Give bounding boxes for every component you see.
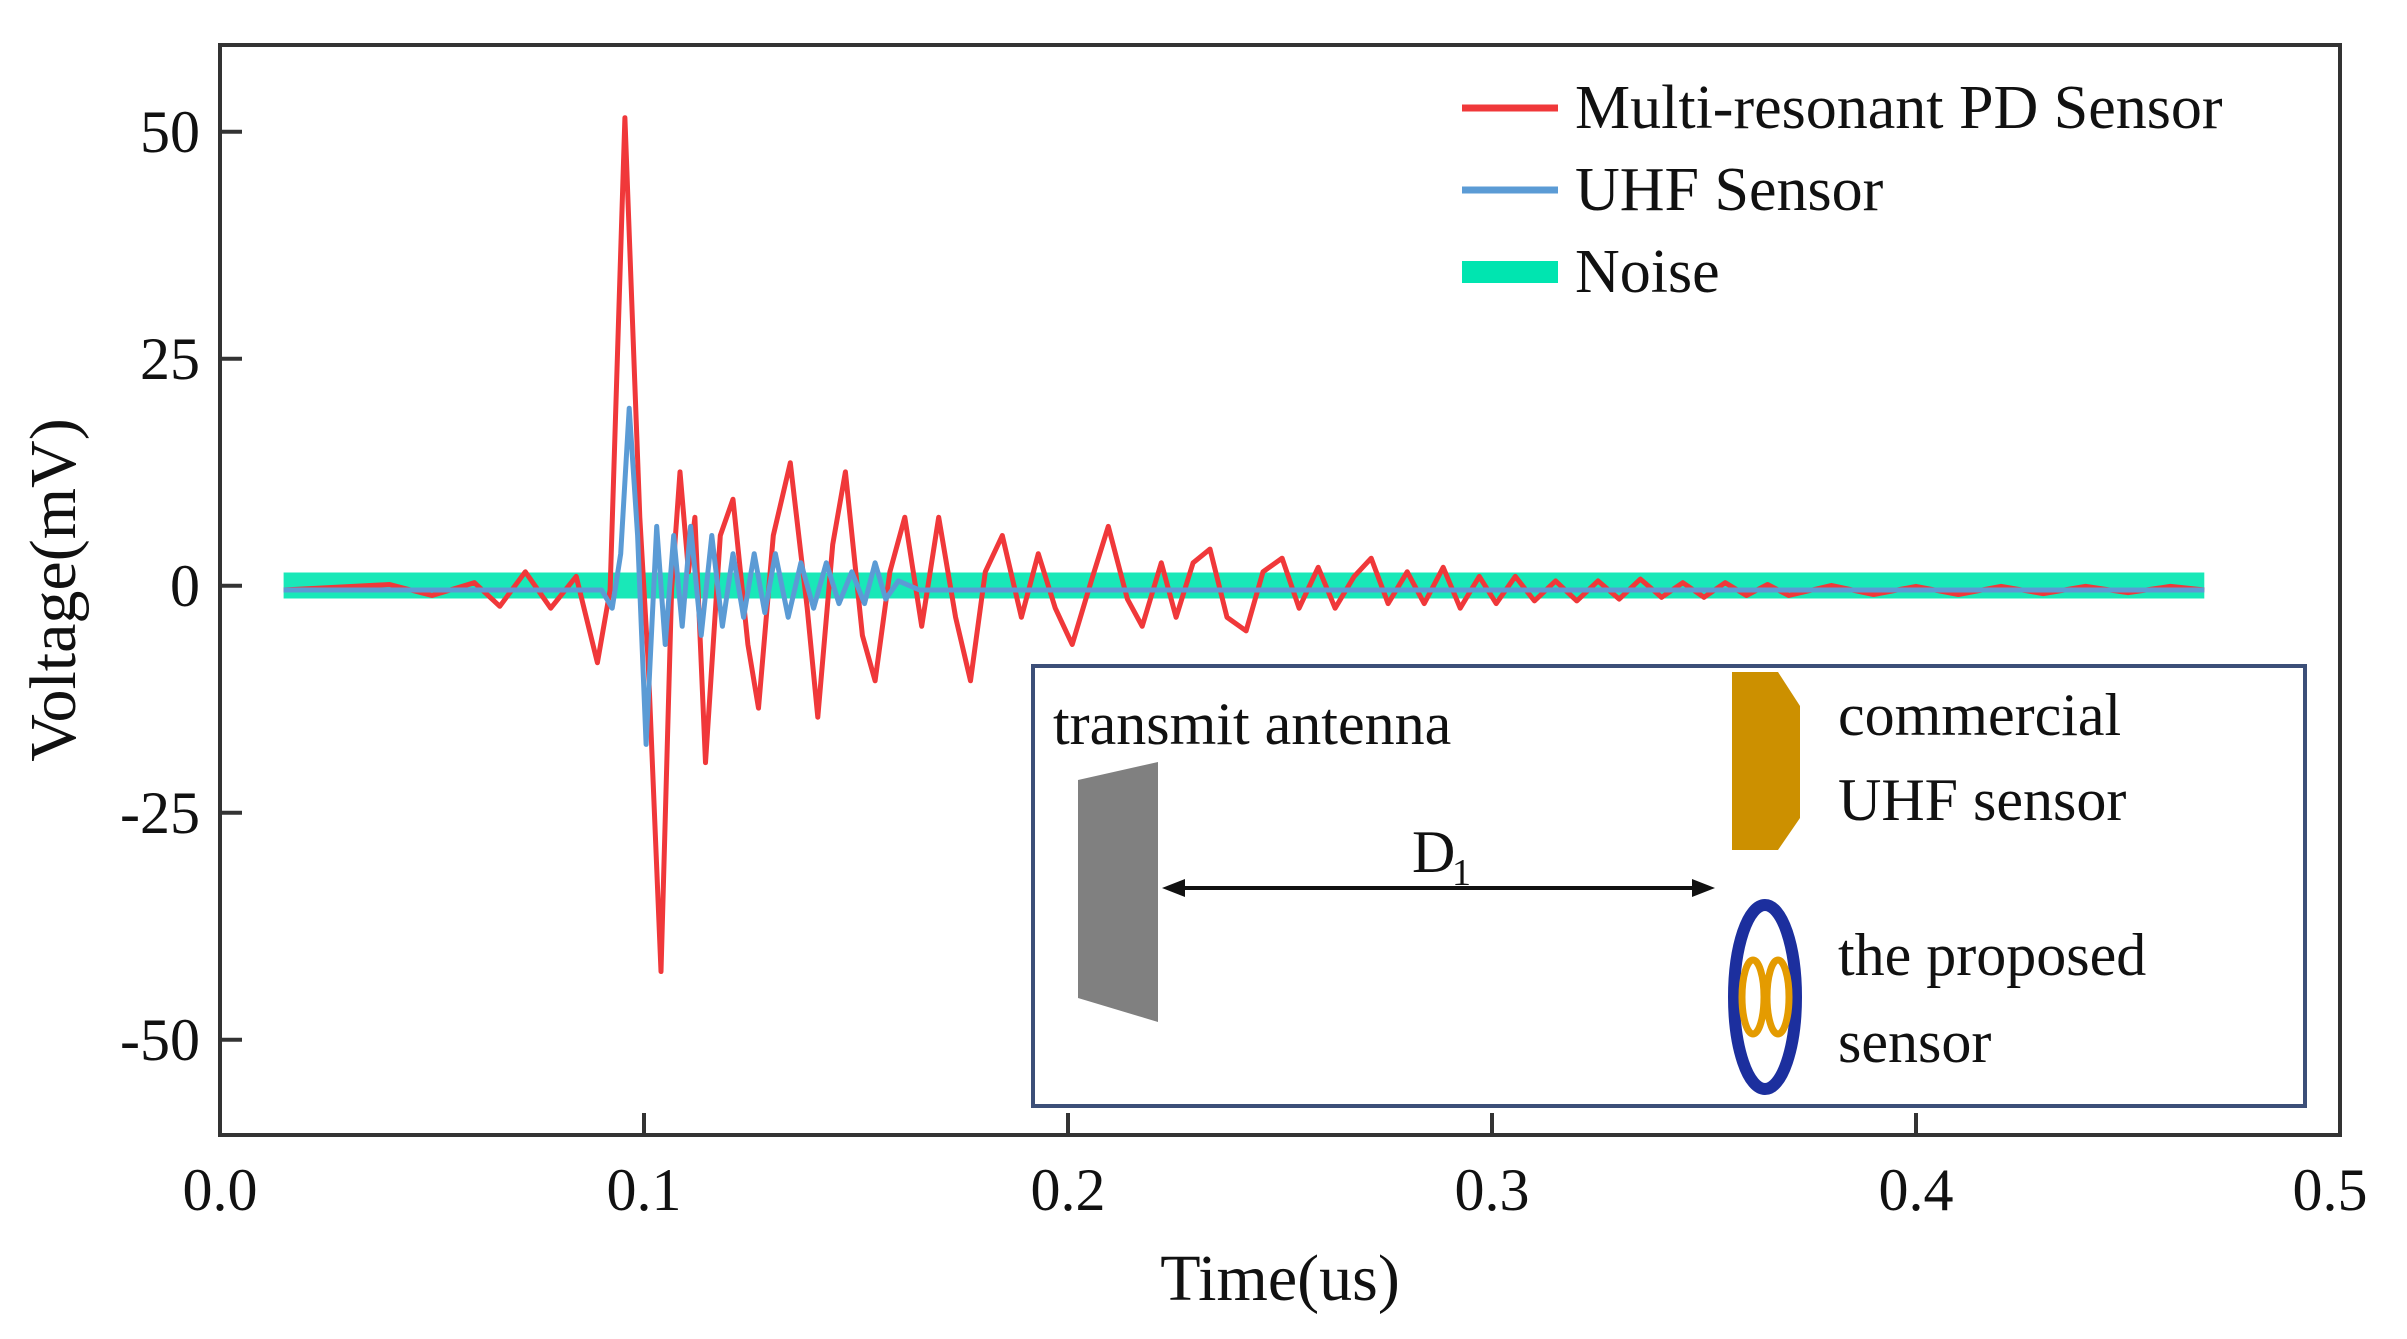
- distance-label-subscript: 1: [1452, 852, 1471, 894]
- proposed-sensor-inner-ring-right: [1763, 956, 1793, 1038]
- legend-label: Noise: [1575, 238, 1720, 306]
- y-axis-label: Voltage(mV): [17, 418, 90, 761]
- x-tick-label: 0.3: [1455, 1157, 1530, 1223]
- inset-label-commercial: commercial: [1838, 682, 2121, 748]
- x-tick-label: 0.4: [1879, 1157, 1954, 1223]
- y-axis: 50 25 0 -25 -50: [120, 99, 242, 1073]
- inset-label-uhf-sensor: UHF sensor: [1838, 767, 2126, 833]
- arrow-head-left: [1162, 879, 1185, 897]
- y-tick-label: -25: [120, 780, 200, 846]
- transmit-antenna-shape: [1078, 762, 1158, 1022]
- series-line-uhf-sensor: [283, 405, 2205, 747]
- y-tick-label: 0: [170, 553, 200, 619]
- inset-label-transmit-antenna: transmit antenna: [1053, 691, 1451, 757]
- x-axis-label: Time(us): [1160, 1242, 1400, 1315]
- inset-label-sensor: sensor: [1838, 1009, 1991, 1075]
- legend-label: Multi-resonant PD Sensor: [1575, 74, 2223, 142]
- x-tick-label: 0.1: [607, 1157, 682, 1223]
- x-tick-label: 0.5: [2293, 1157, 2368, 1223]
- inset-label-the-proposed: the proposed: [1838, 922, 2146, 988]
- x-tick-label: 0.2: [1031, 1157, 1106, 1223]
- y-tick-label: 25: [140, 326, 200, 392]
- series-line-multi-resonant-pd-sensor: [283, 115, 2205, 974]
- proposed-sensor-outer-ring: [1728, 899, 1802, 1095]
- y-tick-label: -50: [120, 1007, 200, 1073]
- distance-label-d: D: [1412, 819, 1455, 885]
- y-tick-label: 50: [140, 99, 200, 165]
- commercial-uhf-sensor-shape: [1732, 672, 1800, 850]
- legend-label: UHF Sensor: [1575, 156, 1884, 224]
- arrow-head-right: [1692, 879, 1715, 897]
- inset-diagram: transmit antenna D 1 commercial UHF sens…: [1031, 664, 2307, 1108]
- x-axis: 0.0 0.1 0.2 0.3 0.4 0.5: [183, 1113, 2368, 1223]
- plot-frame: [218, 43, 2342, 1137]
- legend: Multi-resonant PD Sensor UHF Sensor Nois…: [1462, 74, 2223, 306]
- x-tick-label: 0.0: [183, 1157, 258, 1223]
